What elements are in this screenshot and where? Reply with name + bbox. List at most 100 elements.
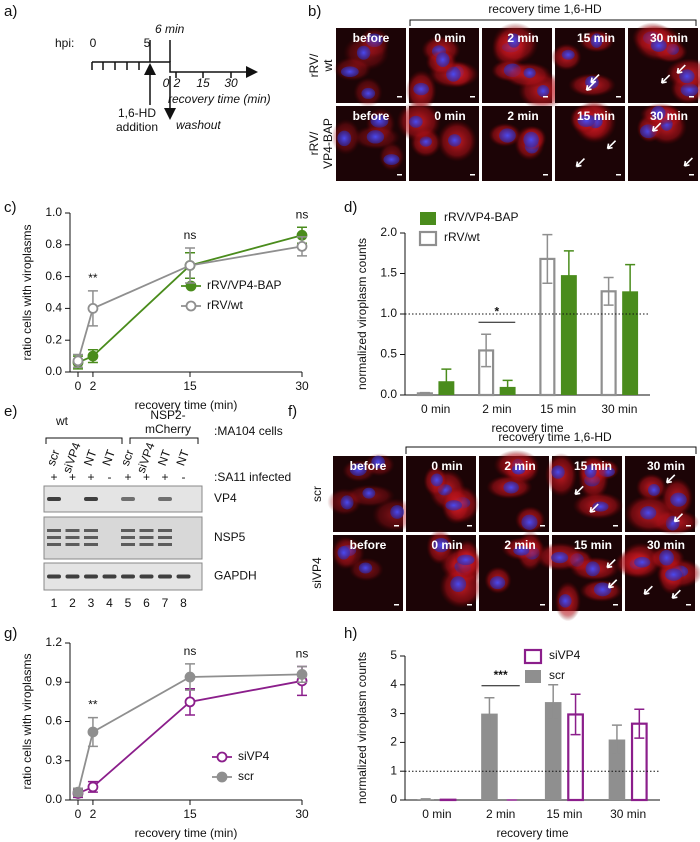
micrograph-label: 0 min [431,538,462,552]
band [65,536,80,539]
micrograph [405,28,480,112]
micrograph-label: 0 min [431,459,462,473]
infection-mark: + [124,470,131,484]
band [47,543,61,546]
scale-bar [613,604,618,606]
group-bracket [45,437,199,444]
legend-swatch [523,648,543,665]
arrow [683,157,693,167]
scale-bar [397,96,402,98]
band [176,574,191,579]
annotation: ** [88,271,98,285]
point [87,350,99,362]
micrograph-label: 15 min [577,31,615,45]
point [184,260,196,271]
header-bracket [409,19,697,26]
x-tick-label: 0 min [422,807,451,821]
legend-label: scr [549,668,565,682]
nucleus [647,484,660,496]
legend-label: rRV/wt [444,230,480,244]
nucleus [349,463,367,477]
lane-label: scr [118,448,137,468]
y-axis-label: ratio cells with viroplasms [20,224,34,360]
arrow [666,474,676,484]
arrow [671,589,681,599]
band [158,574,172,579]
nucleus [432,538,450,553]
micrograph [406,456,480,532]
legend-swatch [418,230,438,247]
nucleus [523,131,539,148]
panel-label: c) [4,199,17,216]
micrograph [624,456,700,535]
error-bar [611,724,622,755]
band [158,543,172,546]
nucleus [450,576,467,593]
blot [43,485,203,591]
scale-bar [689,96,694,98]
hpi-tick: 0 [90,36,97,50]
legend-label: rRV/VP4-BAP [444,210,518,224]
row-label: rRV/ [307,53,321,77]
scale-bar [470,174,475,176]
y-tick-label: 1.5 [380,266,397,280]
band-label: NSP5 [214,530,246,544]
point [72,355,84,367]
arrow [643,585,653,595]
legend-marker [216,751,228,763]
nucleus [337,130,352,147]
scale-bar [467,525,472,527]
micrograph-label: 2 min [504,538,535,552]
lane-label: NT [99,447,118,467]
recovery-tick: 15 [196,76,210,90]
series-line [77,680,303,795]
error-bar [625,263,636,319]
y-tick-label: 2.0 [380,225,397,239]
band [65,574,80,579]
timeline-ticks [149,40,232,78]
infection-mark: + [87,470,94,484]
nucleus [383,154,400,165]
infection-mark: + [161,470,168,484]
y-tick-label: 0.6 [45,269,62,283]
arrow [607,579,618,589]
arrow [585,81,596,91]
scale-bar [467,604,472,606]
nucleus [513,545,530,556]
lane-number: 3 [88,596,95,610]
arrow [575,157,586,168]
blot-group: mCherry [145,422,191,436]
washout-label: washout [176,118,221,132]
micrograph-label: 30 min [647,538,685,552]
point [87,726,99,738]
panel-label: d) [344,199,357,216]
scale-bar [540,525,545,527]
lane-label: NT [173,447,192,467]
scale-bar [689,174,694,176]
nucleus [430,473,443,487]
y-tick-label: 0.8 [45,237,62,251]
arrow [676,64,686,74]
panel-label: h) [344,625,357,642]
legend-label: rRV/VP4-BAP [207,278,281,292]
recovery-tick: 0 [163,76,170,90]
nucleus [537,85,550,97]
micrograph-label: 15 min [574,459,612,473]
band [121,529,135,532]
legend-swatch [420,212,436,225]
recovery-tick: 30 [224,76,238,90]
y-axis-label: ratio cells with viroplasms [20,653,34,789]
nucleus [558,594,572,608]
x-tick-label: 30 [295,807,309,821]
duration-label: 6 min [155,22,185,36]
band [84,497,98,501]
annotation: * [495,304,500,318]
micrograph [482,22,567,110]
micrograph-label: 2 min [507,31,538,45]
series-line [77,234,303,364]
panel-label: e) [4,403,17,420]
nucleus [593,582,612,597]
nucleus [551,465,565,479]
micrograph [327,453,418,532]
error-bar [634,708,645,739]
